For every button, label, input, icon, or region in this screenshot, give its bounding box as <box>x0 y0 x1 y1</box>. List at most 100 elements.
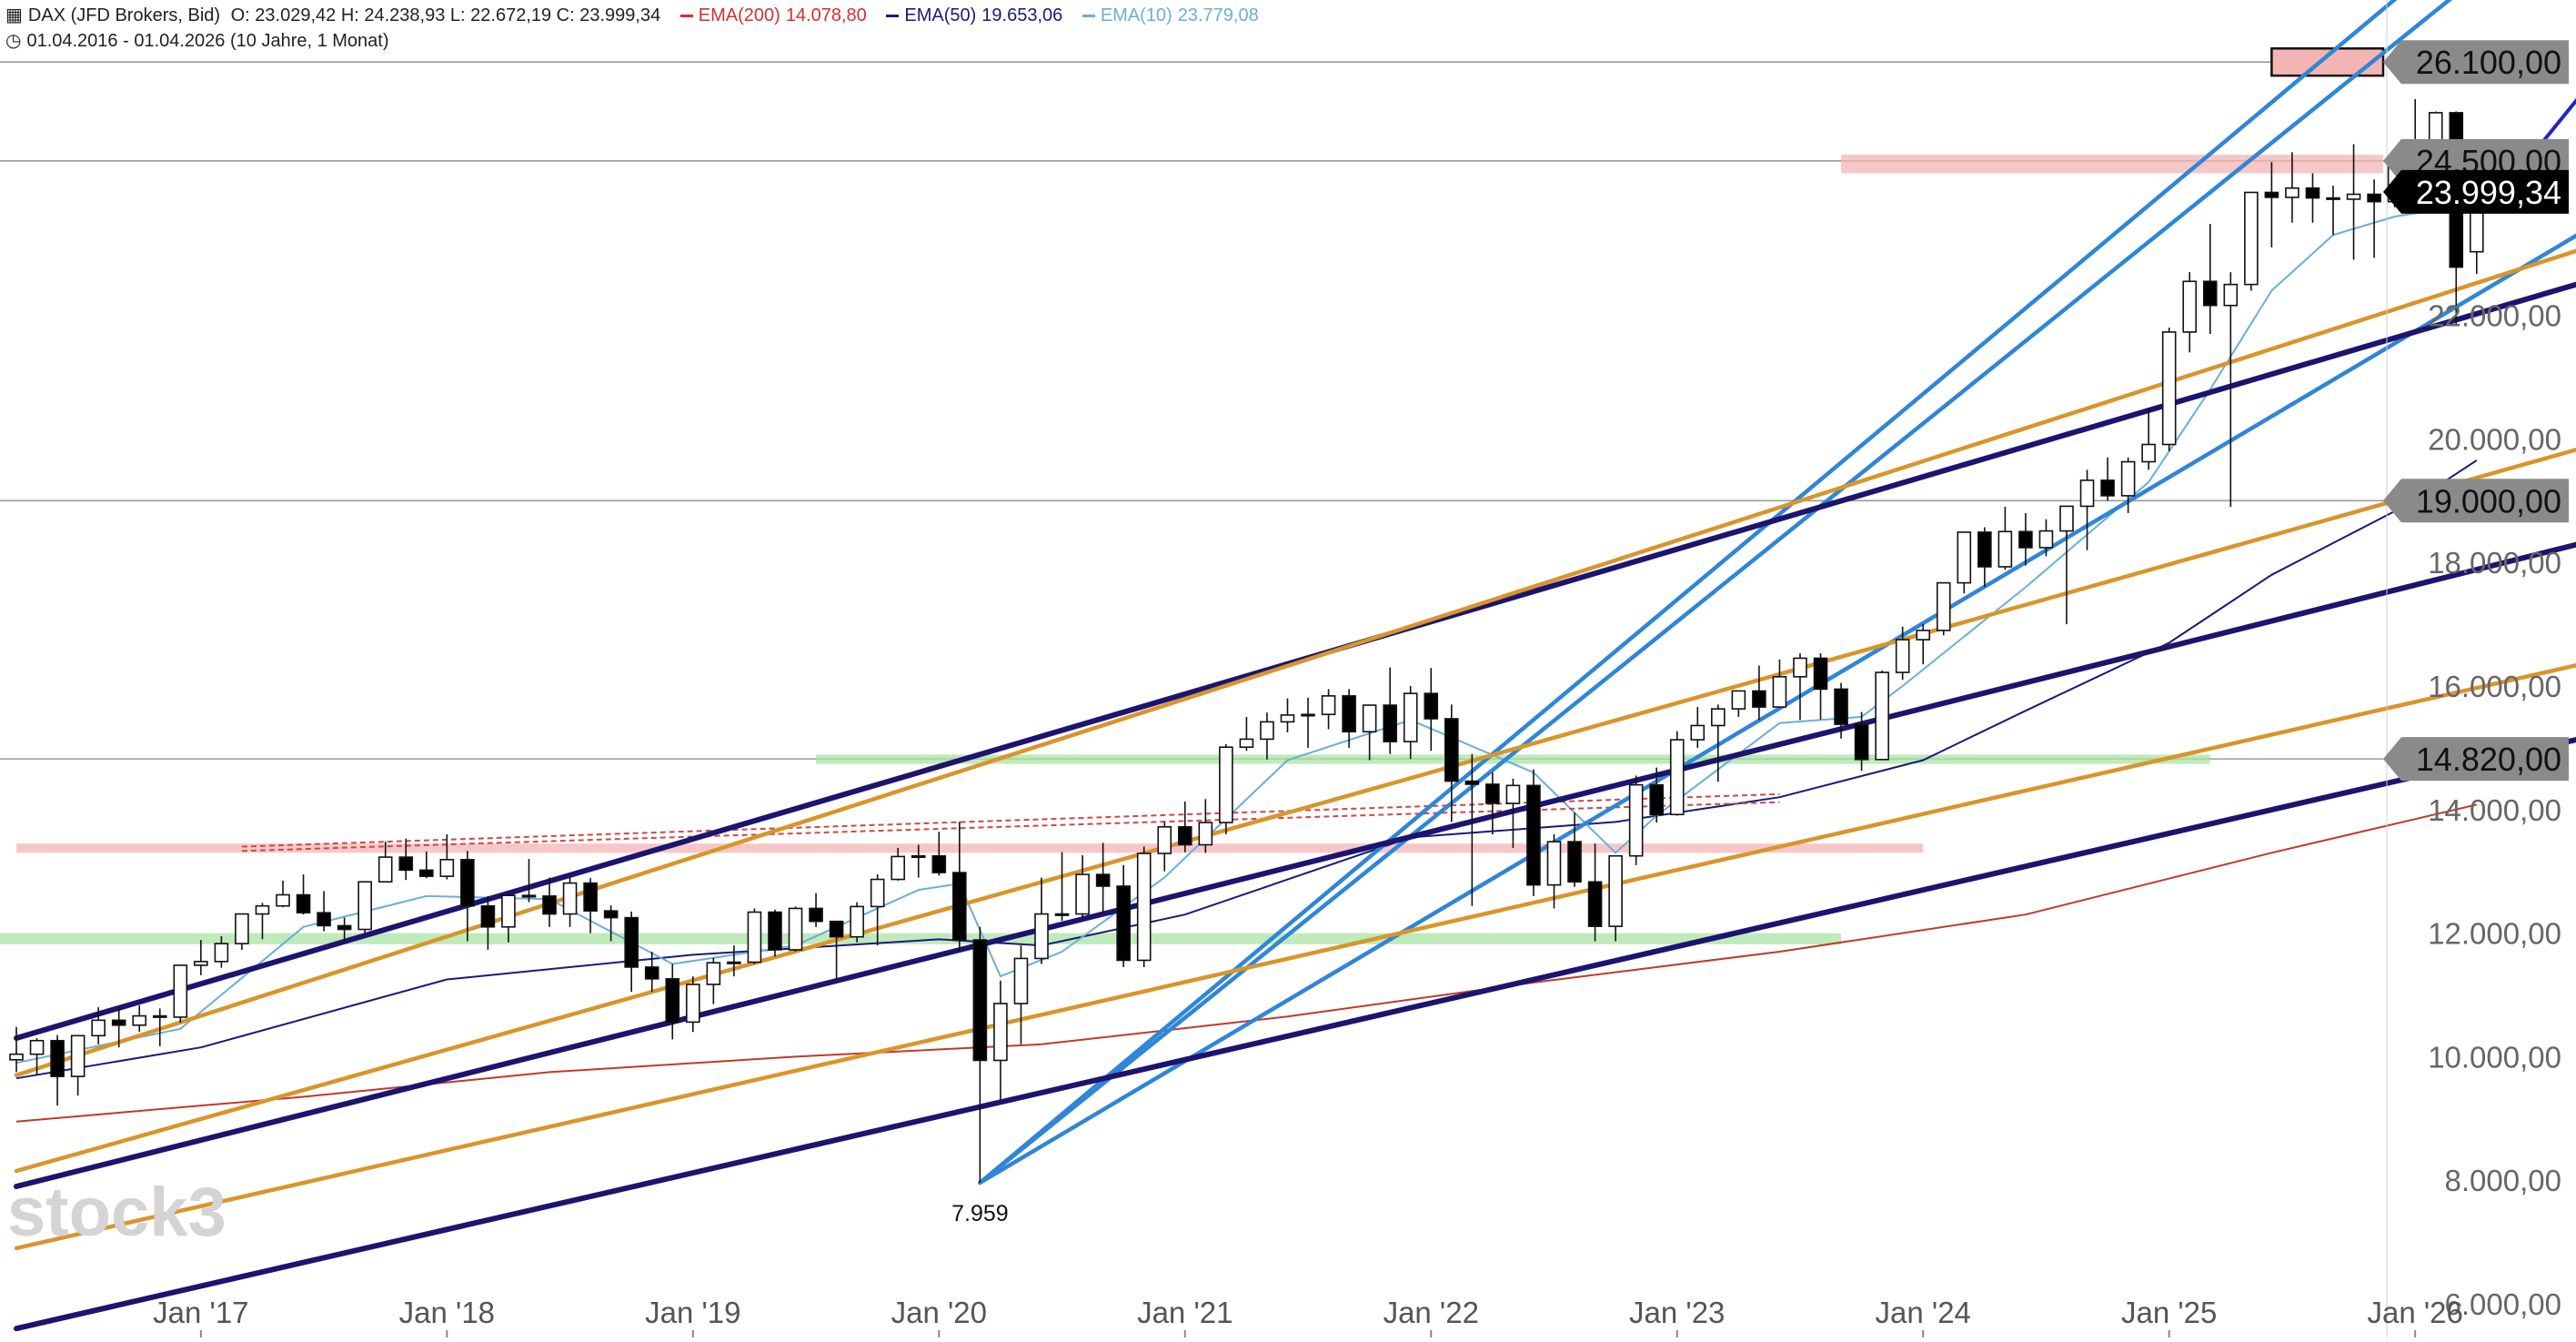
x-tick-label: Jan '17 <box>153 1296 248 1329</box>
candle-down <box>460 858 475 907</box>
red-zone <box>1841 155 2383 174</box>
candle-down <box>624 916 639 968</box>
candle-down <box>111 1019 126 1026</box>
candle-up <box>1219 746 1233 823</box>
candle-up <box>255 904 270 915</box>
candle-up <box>2285 187 2299 198</box>
candle-up <box>132 1014 147 1026</box>
ema10-value: 23.779,08 <box>1177 5 1259 25</box>
candle-up <box>1075 873 1090 915</box>
candle-down <box>1116 885 1131 962</box>
candle-down <box>1424 692 1439 720</box>
candle-up <box>1505 784 1521 804</box>
candle-up <box>2038 530 2054 549</box>
candle-down <box>952 872 967 941</box>
candle-down <box>1977 531 1992 568</box>
level-tag <box>2383 479 2569 523</box>
candle-down <box>2326 197 2340 200</box>
red-zone <box>16 843 1924 853</box>
y-tick-label: 6.000,00 <box>2445 1287 2561 1321</box>
x-tick-label: Jan '22 <box>1384 1296 1479 1329</box>
candle-up <box>194 961 208 966</box>
x-tick-label: Jan '23 <box>1629 1296 1725 1329</box>
candle-up <box>1690 724 1706 741</box>
candle-up <box>1546 841 1562 886</box>
watermark: stock3 <box>7 1174 226 1251</box>
candle-down <box>1383 704 1397 742</box>
candle-up <box>439 858 455 877</box>
candle-down <box>1587 881 1603 927</box>
candle-down <box>542 895 557 915</box>
candle-up <box>276 893 290 907</box>
ema10-swatch <box>1082 15 1095 18</box>
ema50-line <box>15 459 2478 1080</box>
trend-blue-trendline <box>978 233 2576 1186</box>
candle-down <box>1485 783 1500 804</box>
ema200-swatch <box>679 15 693 18</box>
last-price-tag <box>2383 169 2569 214</box>
trend-blue-trendline <box>978 0 2453 1186</box>
ema10-label: EMA(10) <box>1100 5 1172 25</box>
candle-down <box>1464 780 1480 785</box>
candle-up <box>501 894 516 928</box>
candle-down <box>644 966 659 980</box>
ema50-value: 19.653,06 <box>981 5 1063 25</box>
candle-down <box>809 907 823 923</box>
bar-chart-icon: ▦ <box>5 5 23 25</box>
candle-down <box>317 912 331 927</box>
candle-up <box>70 1034 86 1077</box>
candle-up <box>2223 283 2239 307</box>
candle-up <box>727 961 741 964</box>
candle-up <box>2346 193 2361 200</box>
candle-down <box>50 1039 65 1077</box>
candle-up <box>357 881 372 931</box>
candle-down <box>398 856 414 872</box>
y-tick-label: 18.000,00 <box>2428 546 2561 580</box>
candle-down <box>337 924 352 931</box>
candle-up <box>562 882 578 915</box>
candle-up <box>1054 913 1070 916</box>
trend-navy-trendline <box>14 736 2576 1332</box>
candle-up <box>1936 581 1951 631</box>
candle-down <box>1342 695 1356 733</box>
candle-down <box>2264 191 2279 198</box>
dashed-resistance-line <box>241 792 1780 848</box>
candle-up <box>1731 690 1746 710</box>
x-tick-label: Jan '19 <box>645 1296 740 1329</box>
candle-down <box>480 904 496 928</box>
candle-up <box>1280 714 1295 723</box>
candle-down <box>2202 280 2218 307</box>
level-tag <box>2383 40 2569 85</box>
low-annotation: 7.959 <box>951 1201 1009 1226</box>
candle-up <box>2079 479 2095 508</box>
candle-up <box>1301 713 1315 717</box>
candle-up <box>9 1053 24 1061</box>
candle-down <box>1854 723 1869 761</box>
candle-down <box>665 978 680 1024</box>
candle-down <box>1095 873 1111 887</box>
y-tick-label: 12.000,00 <box>2428 917 2561 951</box>
x-tick-label: Jan '20 <box>891 1296 987 1329</box>
y-tick-label: 22.000,00 <box>2428 299 2561 333</box>
candle-down <box>1444 718 1459 782</box>
candle-up <box>214 943 229 963</box>
candle-down <box>2305 187 2320 199</box>
ema50-label: EMA(50) <box>904 5 977 25</box>
candle-up <box>1034 913 1049 960</box>
clock-icon: ◷ <box>5 31 22 51</box>
candle-up <box>891 855 906 881</box>
candle-up <box>1895 639 1910 673</box>
candle-up <box>377 856 393 883</box>
candle-down <box>1177 826 1192 846</box>
ohlc-values: O: 23.029,42 H: 24.238,93 L: 22.672,19 C… <box>230 5 661 25</box>
candle-up <box>870 878 885 908</box>
candle-down <box>1752 690 1766 708</box>
last-price-label: 23.999,34 <box>2416 174 2561 211</box>
candle-up <box>1997 530 2013 568</box>
x-tick-label: Jan '25 <box>2121 1296 2217 1329</box>
candle-down <box>603 910 619 919</box>
y-tick-label: 14.000,00 <box>2428 793 2561 827</box>
y-tick-label: 8.000,00 <box>2445 1164 2561 1197</box>
